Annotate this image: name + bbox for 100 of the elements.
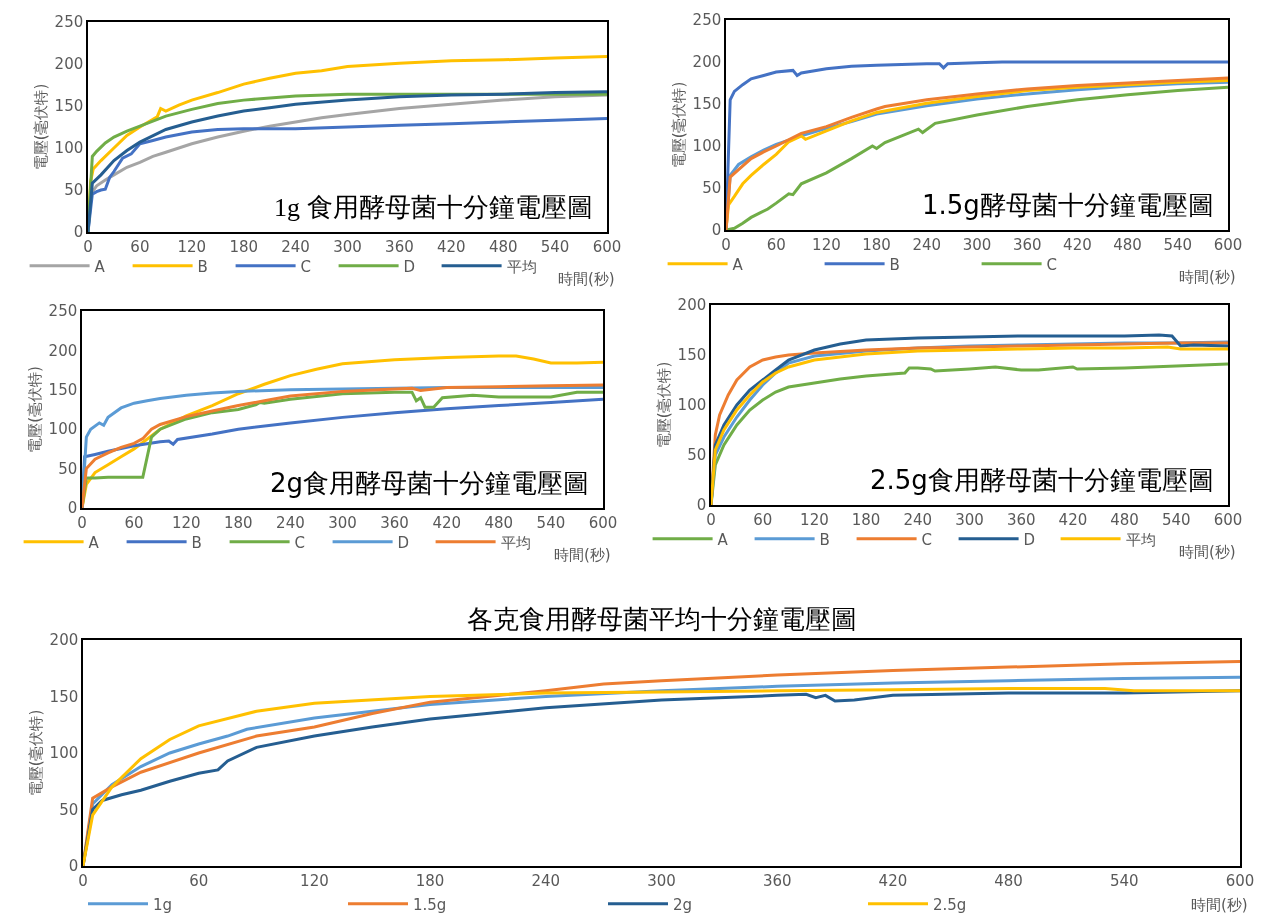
y-axis-title: 電壓(毫伏特) [27,709,46,797]
x-tick-label: 300 [333,237,362,256]
y-tick-label: 250 [48,302,78,321]
legend-label: D [403,257,416,276]
x-tick-label: 480 [488,237,518,256]
y-tick-label: 150 [48,381,78,400]
x-tick-label: 420 [1058,510,1088,529]
y-axis-title: 電壓(毫伏特) [32,83,51,171]
y-tick-label: 250 [54,13,84,32]
x-tick-label: 60 [189,871,209,890]
x-tick-label: 240 [903,510,933,529]
x-tick-label: 540 [540,237,570,256]
x-tick-label: 300 [647,871,676,890]
y-tick-label: 150 [677,346,707,365]
legend-label: C [921,530,933,549]
x-tick-label: 360 [1006,510,1036,529]
legend-label: B [819,530,830,549]
x-tick-label: 240 [912,235,942,254]
y-tick-label: 200 [49,631,79,650]
x-tick-label: 240 [276,513,305,532]
x-tick-label: 120 [300,871,329,890]
x-tick-label: 360 [1012,235,1042,254]
legend-label: 2.5g [933,895,967,914]
legend-label: 1g [153,895,173,914]
text: 2.5g食用酵母菌十分鐘電壓圖 [870,465,1214,495]
x-axis-title: 時間(秒) [1179,268,1236,286]
x-axis-title: 時間(秒) [554,546,611,564]
legend-label: 平均 [500,533,531,552]
y-tick-label: 50 [687,446,707,465]
y-tick-label: 150 [49,687,79,706]
x-tick-label: 180 [851,510,881,529]
text: 1.5g酵母菌十分鐘電壓圖 [922,190,1214,220]
y-tick-label: 200 [48,341,78,360]
x-tick-label: 480 [484,513,514,532]
legend-label: 平均 [1125,530,1156,549]
legend-label: B [191,533,202,552]
chart-title: 各克食用酵母菌平均十分鐘電壓圖 [467,604,857,634]
y-axis-title: 電壓(毫伏特) [670,81,689,169]
legend-label: B [197,257,208,276]
x-tick-label: 420 [1063,235,1092,254]
y-tick-label: 100 [49,744,79,763]
legend-label: 1.5g [413,895,447,914]
x-tick-label: 60 [766,235,786,254]
x-tick-label: 240 [531,871,561,890]
y-tick-label: 200 [54,55,84,74]
text: 2g食用酵母菌十分鐘電壓圖 [270,468,590,498]
x-tick-label: 480 [994,871,1023,890]
legend-label: D [397,533,410,552]
legend-label: 平均 [506,257,537,276]
x-tick-label: 480 [1113,235,1142,254]
x-axis-title: 時間(秒) [558,270,615,288]
y-tick-label: 250 [692,11,722,30]
x-tick-label: 180 [862,235,891,254]
y-tick-label: 0 [68,857,79,876]
x-tick-label: 360 [380,513,409,532]
x-tick-label: 360 [762,871,792,890]
legend-label: C [1046,255,1058,274]
y-axis-title: 電壓(毫伏特) [26,366,45,453]
x-tick-label: 540 [1161,510,1191,529]
x-tick-label: 540 [1163,235,1193,254]
legend-label: C [294,533,306,552]
legend-label: A [732,255,744,274]
y-tick-label: 100 [54,139,84,158]
y-tick-label: 50 [64,181,84,200]
y-tick-label: 100 [692,137,722,156]
x-tick-label: 600 [1225,871,1255,890]
x-axis-title: 時間(秒) [1179,543,1236,561]
x-tick-label: 600 [588,513,618,532]
y-tick-label: 0 [711,221,722,240]
x-tick-label: 540 [1109,871,1139,890]
y-tick-label: 150 [692,95,722,114]
y-tick-label: 200 [692,53,722,72]
y-tick-label: 50 [58,459,78,478]
y-tick-label: 100 [677,396,707,415]
x-tick-label: 300 [328,513,357,532]
x-axis-title: 時間(秒) [1191,896,1248,914]
x-tick-label: 60 [753,510,773,529]
x-tick-label: 60 [130,237,150,256]
x-tick-label: 240 [281,237,310,256]
y-tick-label: 50 [59,800,79,819]
x-tick-label: 540 [536,513,566,532]
x-tick-label: 420 [878,871,908,890]
x-tick-label: 180 [223,513,253,532]
legend-label: 2g [673,895,693,914]
y-axis-title: 電壓(毫伏特) [655,361,674,449]
x-tick-label: 120 [800,510,829,529]
x-tick-label: 60 [124,513,144,532]
y-tick-label: 0 [73,223,84,242]
x-tick-label: 120 [171,513,201,532]
x-tick-label: 600 [1213,235,1243,254]
y-tick-label: 100 [48,420,78,439]
x-tick-label: 120 [177,237,207,256]
x-tick-label: 180 [415,871,445,890]
y-tick-label: 0 [696,496,707,515]
y-tick-label: 50 [702,179,722,198]
x-tick-label: 180 [229,237,259,256]
x-tick-label: 600 [592,237,622,256]
x-tick-label: 300 [955,510,984,529]
legend-label: B [889,255,900,274]
legend-label: A [88,533,100,552]
